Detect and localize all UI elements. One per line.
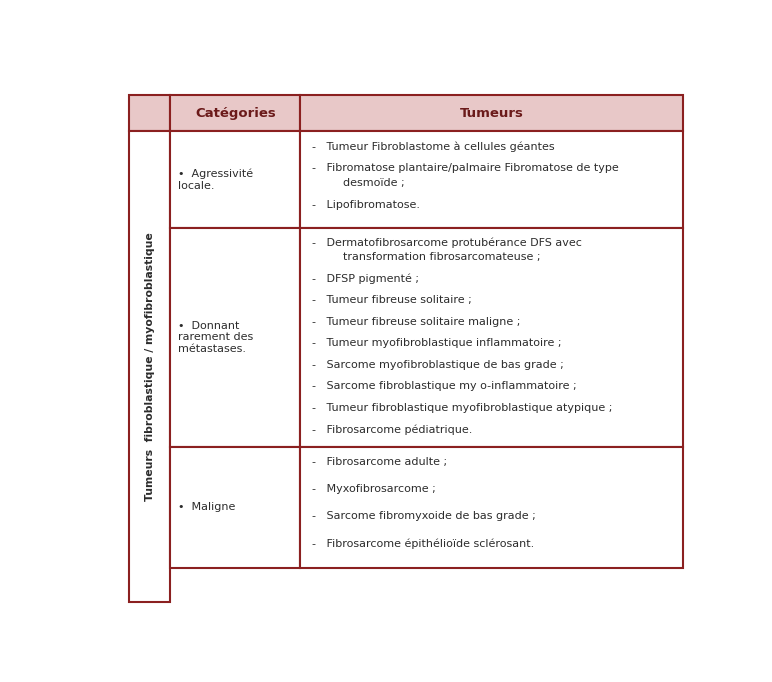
Text: Tumeurs: Tumeurs bbox=[459, 106, 523, 120]
Bar bbox=[300, 95, 683, 132]
Text: Tumeurs  fibroblastique / myofibroblastique: Tumeurs fibroblastique / myofibroblastiq… bbox=[145, 232, 155, 501]
Text: •  Maligne: • Maligne bbox=[178, 502, 235, 512]
Text: -   Lipofibromatose.: - Lipofibromatose. bbox=[313, 201, 421, 211]
Text: •  Donnant
rarement des
métastases.: • Donnant rarement des métastases. bbox=[178, 321, 252, 354]
Bar bbox=[171, 95, 300, 132]
Text: -   Tumeur Fibroblastome à cellules géantes: - Tumeur Fibroblastome à cellules géante… bbox=[313, 141, 555, 152]
Text: -   Tumeur fibreuse solitaire maligne ;: - Tumeur fibreuse solitaire maligne ; bbox=[313, 316, 521, 327]
Bar bbox=[300, 228, 683, 447]
Text: desmoïde ;: desmoïde ; bbox=[329, 178, 405, 188]
Text: Catégories: Catégories bbox=[195, 106, 276, 120]
Text: -   Dermatofibrosarcome protubérance DFS avec: - Dermatofibrosarcome protubérance DFS a… bbox=[313, 237, 582, 248]
Text: -   Myxofibrosarcome ;: - Myxofibrosarcome ; bbox=[313, 484, 436, 494]
Text: -   Fibromatose plantaire/palmaire Fibromatose de type: - Fibromatose plantaire/palmaire Fibroma… bbox=[313, 164, 619, 173]
Text: -   Tumeur myofibroblastique inflammatoire ;: - Tumeur myofibroblastique inflammatoire… bbox=[313, 338, 562, 349]
Text: -   Fibrosarcome pédiatrique.: - Fibrosarcome pédiatrique. bbox=[313, 424, 472, 435]
Text: -   Sarcome fibroblastique my o-inflammatoire ;: - Sarcome fibroblastique my o-inflammato… bbox=[313, 381, 577, 391]
Text: transformation fibrosarcomateuse ;: transformation fibrosarcomateuse ; bbox=[329, 252, 540, 262]
Text: -   Fibrosarcome épithélioïde sclérosant.: - Fibrosarcome épithélioïde sclérosant. bbox=[313, 539, 535, 549]
Text: -   DFSP pigmenté ;: - DFSP pigmenté ; bbox=[313, 273, 419, 284]
Bar bbox=[171, 132, 300, 228]
Text: -   Sarcome myofibroblastique de bas grade ;: - Sarcome myofibroblastique de bas grade… bbox=[313, 360, 564, 370]
Text: -   Fibrosarcome adulte ;: - Fibrosarcome adulte ; bbox=[313, 457, 448, 467]
Text: •  Agressivité
locale.: • Agressivité locale. bbox=[178, 168, 252, 191]
Bar bbox=[300, 132, 683, 228]
Text: -   Sarcome fibromyxoide de bas grade ;: - Sarcome fibromyxoide de bas grade ; bbox=[313, 512, 536, 521]
Bar bbox=[171, 228, 300, 447]
Bar bbox=[171, 447, 300, 568]
Text: -   Tumeur fibreuse solitaire ;: - Tumeur fibreuse solitaire ; bbox=[313, 295, 472, 305]
Bar bbox=[130, 132, 171, 602]
Text: -   Tumeur fibroblastique myofibroblastique atypique ;: - Tumeur fibroblastique myofibroblastiqu… bbox=[313, 403, 613, 413]
Bar bbox=[300, 447, 683, 568]
Bar bbox=[130, 95, 171, 132]
